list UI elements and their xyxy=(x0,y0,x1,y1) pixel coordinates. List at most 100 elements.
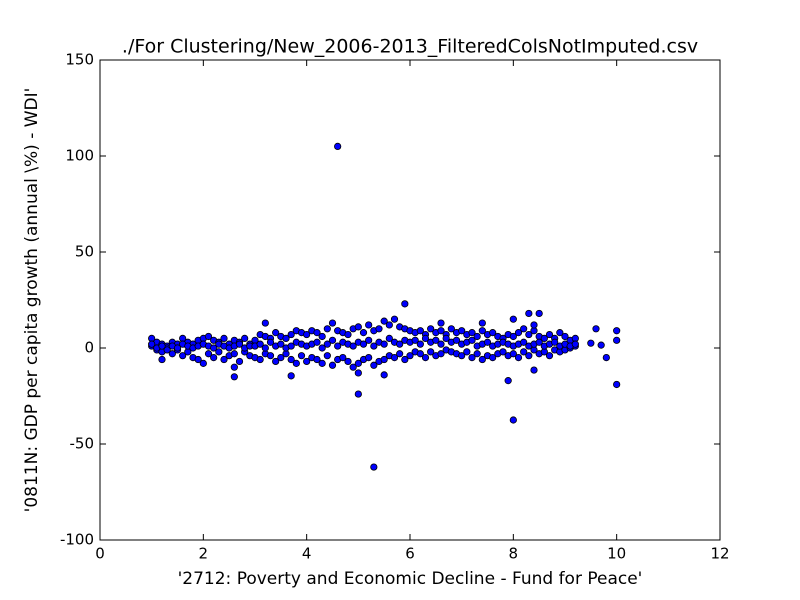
point xyxy=(282,334,290,342)
point xyxy=(235,357,244,366)
point xyxy=(380,317,388,325)
point xyxy=(561,332,569,341)
point xyxy=(437,327,445,335)
axes: 0 2 4 6 8 10 12 -100 -50 0 50 100 150 xyxy=(60,51,730,563)
point xyxy=(427,325,435,333)
point xyxy=(220,334,228,342)
point xyxy=(303,357,311,366)
point xyxy=(442,334,450,342)
point xyxy=(509,350,517,358)
point xyxy=(499,348,507,356)
point xyxy=(520,348,528,356)
point xyxy=(272,329,280,337)
point xyxy=(509,315,517,323)
point xyxy=(148,340,156,348)
y-tick-label: 50 xyxy=(75,243,94,261)
point xyxy=(349,342,357,350)
point xyxy=(292,359,300,367)
point xyxy=(313,338,321,346)
point xyxy=(220,355,228,364)
point xyxy=(297,352,306,360)
y-tick-label: -100 xyxy=(60,531,94,549)
point xyxy=(587,339,595,347)
y-tick-label: 100 xyxy=(65,147,94,165)
point xyxy=(478,319,486,327)
point xyxy=(235,340,244,348)
point xyxy=(256,340,264,348)
point xyxy=(458,352,466,360)
point xyxy=(530,366,538,374)
point xyxy=(545,352,554,360)
point xyxy=(421,353,430,362)
point xyxy=(525,330,533,339)
point xyxy=(535,309,543,318)
point xyxy=(520,338,528,346)
point xyxy=(613,336,621,344)
point xyxy=(163,346,171,354)
point xyxy=(473,350,481,358)
point xyxy=(432,336,440,344)
x-tick-label: 0 xyxy=(95,545,105,563)
point xyxy=(354,323,362,331)
point xyxy=(230,363,238,371)
point xyxy=(592,325,600,333)
point xyxy=(179,352,187,360)
x-axis-label: '2712: Poverty and Economic Decline - Fu… xyxy=(178,569,643,589)
chart-title: ./For Clustering/New_2006-2013_FilteredC… xyxy=(122,36,698,58)
point xyxy=(344,357,352,366)
point xyxy=(540,334,548,342)
point xyxy=(277,353,285,362)
point xyxy=(287,372,295,380)
point xyxy=(380,371,388,379)
point xyxy=(215,348,223,356)
point xyxy=(602,353,610,362)
point xyxy=(323,325,331,333)
point xyxy=(452,336,461,344)
y-tick-label: 0 xyxy=(84,339,94,357)
x-tick-label: 6 xyxy=(405,545,415,563)
point xyxy=(261,344,269,352)
point xyxy=(613,327,621,335)
point xyxy=(380,355,388,364)
point xyxy=(437,319,445,327)
point xyxy=(478,327,486,335)
point xyxy=(396,340,404,348)
point xyxy=(406,352,414,360)
point xyxy=(318,332,326,341)
point xyxy=(535,338,543,346)
point xyxy=(328,361,337,369)
point xyxy=(194,355,202,364)
point xyxy=(416,350,424,358)
point xyxy=(489,353,497,362)
point xyxy=(318,359,326,367)
point xyxy=(354,359,362,367)
point xyxy=(303,330,311,339)
point xyxy=(421,334,430,342)
point xyxy=(158,342,166,350)
point xyxy=(328,319,337,327)
point xyxy=(334,342,342,350)
point xyxy=(509,416,517,424)
point xyxy=(370,463,378,471)
point xyxy=(323,352,331,360)
point xyxy=(210,353,218,362)
point xyxy=(256,355,264,364)
point xyxy=(349,363,357,371)
point xyxy=(354,390,362,398)
point xyxy=(468,336,476,344)
point xyxy=(328,336,337,344)
point xyxy=(230,350,238,358)
point xyxy=(401,300,409,308)
point xyxy=(416,340,424,348)
point xyxy=(230,373,238,381)
point xyxy=(359,329,368,337)
point xyxy=(396,350,404,358)
point xyxy=(272,357,280,366)
point xyxy=(385,334,393,342)
point xyxy=(483,338,492,346)
x-tick-label: 12 xyxy=(710,545,729,563)
point xyxy=(344,330,352,339)
point xyxy=(468,353,476,362)
